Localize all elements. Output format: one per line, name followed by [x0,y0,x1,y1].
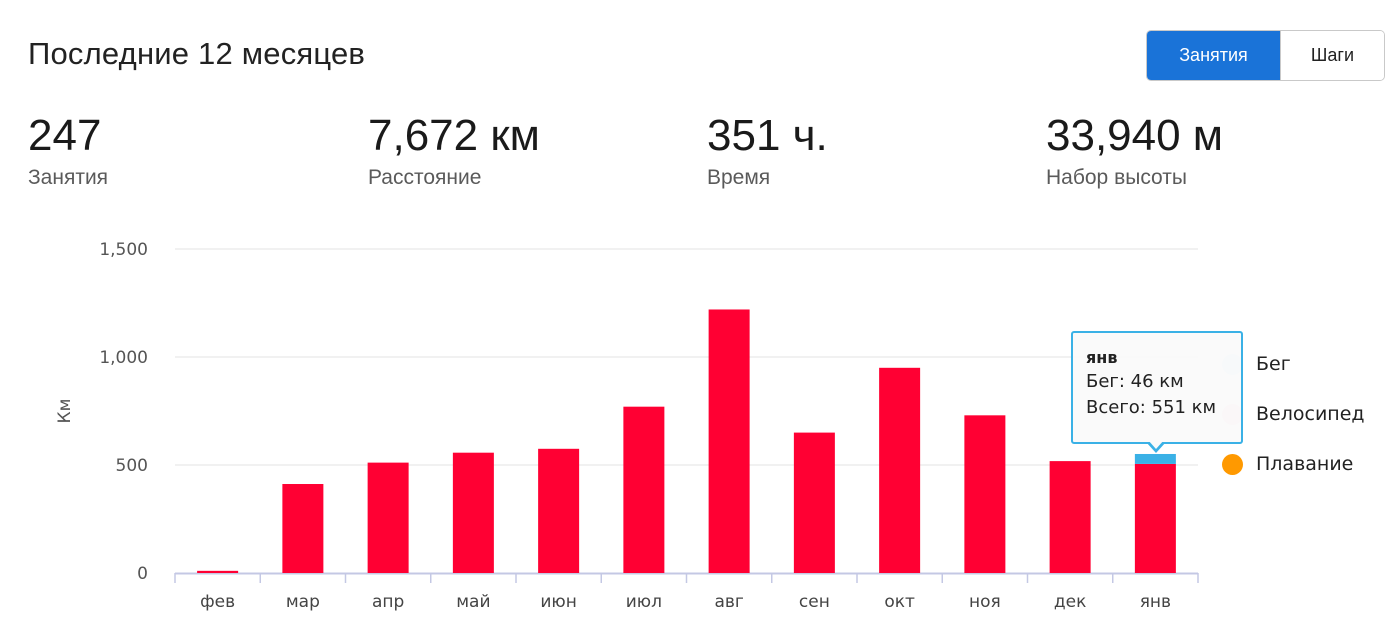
stat-value: 7,672 км [368,111,540,160]
bar-bike-ноя[interactable] [964,415,1006,573]
stat-activities: 247 Занятия [28,112,108,190]
bar-bike-апр[interactable] [367,462,409,573]
legend-label-bike: Велосипед [1256,403,1365,425]
x-tick-label: апр [372,592,404,612]
legend-label-swim: Плавание [1256,453,1354,475]
stat-value: 247 [28,111,102,160]
bar-bike-июл[interactable] [623,406,665,573]
stat-label: Расстояние [368,166,482,189]
x-tick-label: фев [200,592,235,612]
x-tick-label: авг [714,592,743,612]
x-tick-label: янв [1140,592,1171,612]
stat-time: 351 ч. Время [707,112,828,190]
bar-bike-сен[interactable] [793,432,835,573]
bar-bike-май[interactable] [452,452,494,573]
stat-value: 33,940 м [1046,111,1224,160]
bar-bike-мар[interactable] [282,484,324,573]
stat-label: Набор высоты [1046,166,1187,189]
x-tick-label: ноя [969,592,1001,612]
tooltip-title: янв [1086,348,1118,367]
bar-bike-фев[interactable] [197,570,239,573]
y-tick-label: 1,000 [99,348,148,368]
x-tick-label: сен [799,592,830,612]
y-tick-label: 0 [137,564,148,584]
y-axis-label: Км [55,399,75,424]
bar-bike-авг[interactable] [708,309,750,573]
legend-item-bike[interactable]: Велосипед [1222,403,1365,425]
tooltip-run-value: Бег: 46 км [1086,371,1184,392]
activities-toggle-button[interactable]: Занятия [1147,31,1280,80]
x-tick-label: мар [286,592,320,612]
x-tick-label: дек [1054,592,1086,612]
x-tick-label: окт [884,592,915,612]
bar-bike-дек[interactable] [1049,461,1091,573]
bar-run-янв[interactable] [1134,453,1176,464]
bar-bike-янв[interactable] [1134,463,1176,573]
chart-tooltip: янв Бег: 46 км Всего: 551 км [1071,331,1243,444]
tooltip-pointer [1146,440,1166,453]
view-toggle: Занятия Шаги [1146,30,1385,81]
legend-label-run: Бег [1256,353,1291,375]
stat-distance: 7,672 км Расстояние [368,112,540,190]
x-tick-label: июн [540,592,576,612]
stat-value: 351 ч. [707,111,828,160]
legend-item-swim[interactable]: Плавание [1222,453,1353,475]
steps-toggle-button[interactable]: Шаги [1280,31,1384,80]
bar-bike-июн[interactable] [538,448,580,573]
y-tick-label: 1,500 [99,240,148,260]
stat-elevation: 33,940 м Набор высоты [1046,112,1223,190]
stat-label: Занятия [28,166,109,189]
x-tick-label: июл [626,592,662,612]
legend-dot-swim [1222,453,1243,475]
tooltip-total-value: Всего: 551 км [1086,397,1217,418]
stat-label: Время [707,166,771,189]
y-tick-label: 500 [116,456,148,476]
page-title: Последние 12 месяцев [28,36,366,71]
bar-bike-окт[interactable] [879,367,921,573]
x-tick-label: май [456,592,490,612]
